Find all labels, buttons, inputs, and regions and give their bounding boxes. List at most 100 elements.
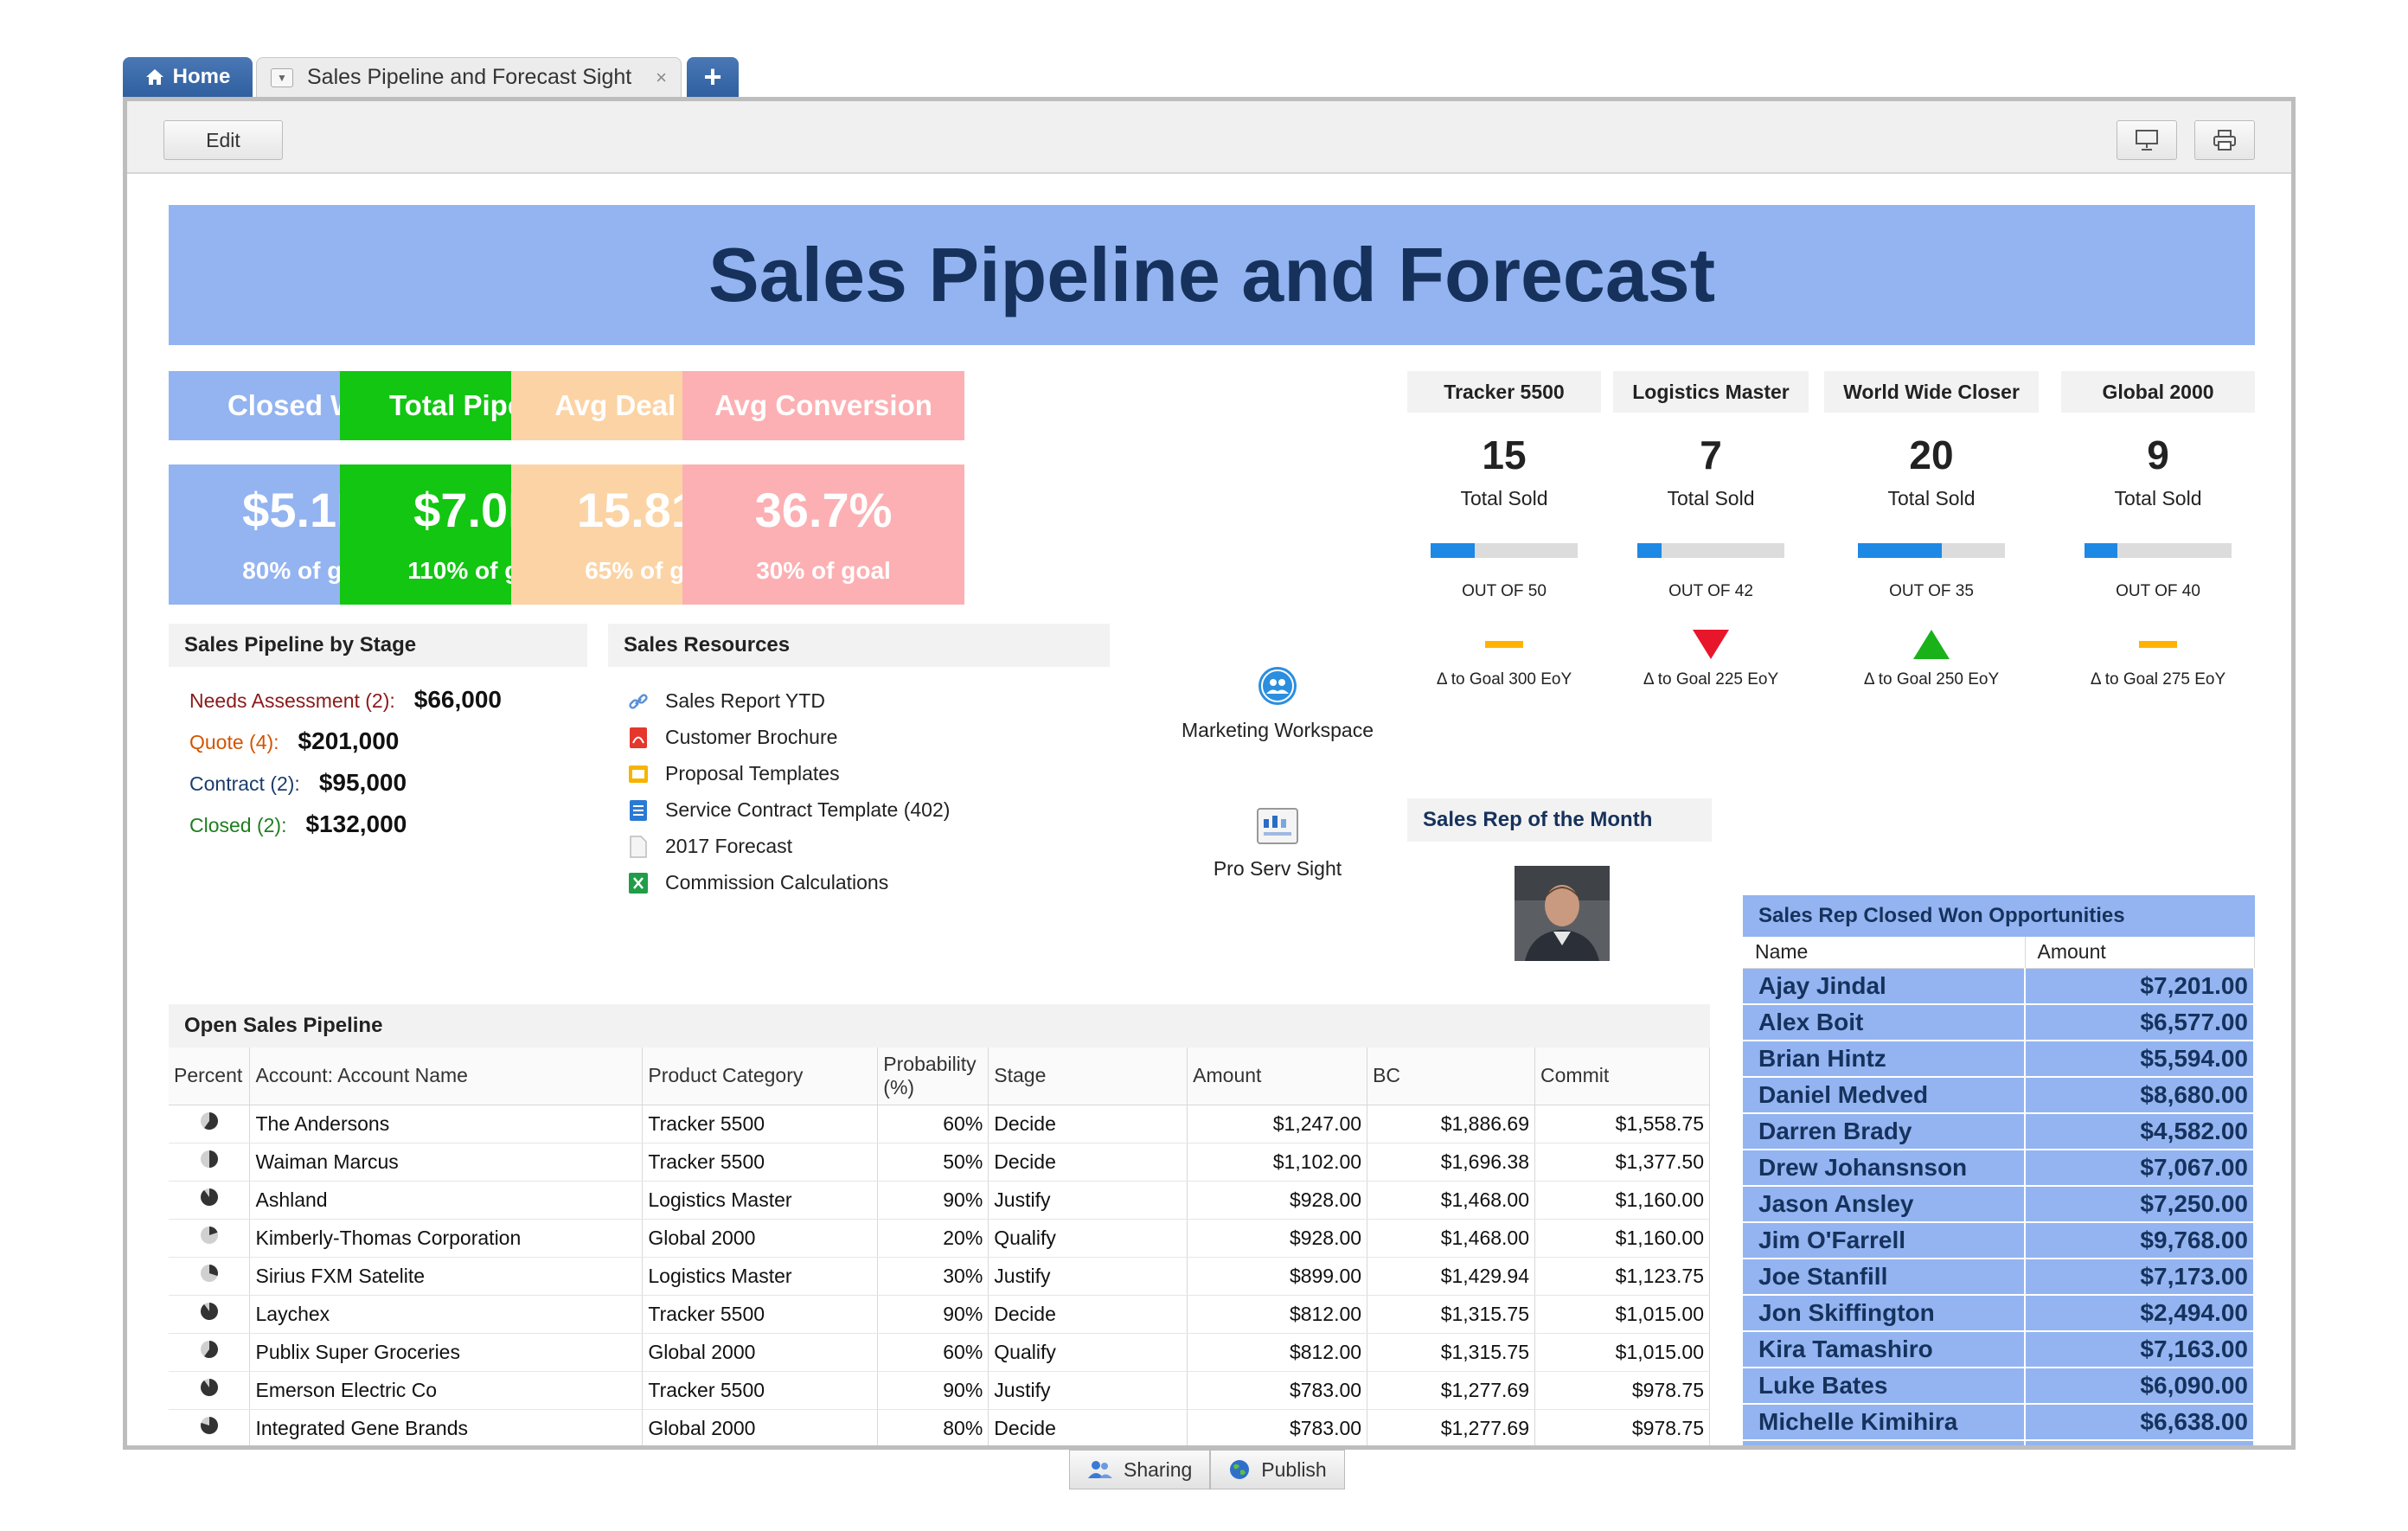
amount: $1,247.00	[1187, 1105, 1368, 1143]
kpi-goal: 30% of goal	[756, 557, 891, 584]
pro-serv-sight-link[interactable]: Pro Serv Sight	[1148, 807, 1407, 881]
stage-row: Needs Assessment (2): $66,000	[189, 686, 502, 714]
probability: 50%	[877, 1143, 989, 1182]
rep-name: Michelle Kimihira	[1743, 1404, 2026, 1441]
rep-amount: $5,594.00	[2025, 1041, 2255, 1078]
probability: 60%	[877, 1105, 989, 1143]
table-row: Ashland Logistics Master 90% Justify $928.00…	[169, 1181, 1710, 1220]
table-row: Kira Tamashiro $7,163.00	[1743, 1331, 2255, 1368]
column-header[interactable]: Percent	[169, 1047, 251, 1105]
rep-name: Luke Bates	[1743, 1368, 2026, 1405]
rep-amount: $7,250.00	[2025, 1186, 2255, 1223]
percent-cell	[169, 1333, 251, 1372]
bc: $1,468.00	[1367, 1219, 1536, 1258]
kpi-value: 36.7%	[754, 483, 893, 537]
table-row: Jason Ansley $7,250.00	[1743, 1186, 2255, 1223]
stage: Justify	[988, 1181, 1188, 1220]
flat-indicator-icon	[1485, 641, 1523, 648]
stage-amount: $132,000	[305, 810, 407, 837]
tracker-card: World Wide Closer 20 Total Sold OUT OF 35 Δ …	[1824, 371, 2039, 689]
rep-amount: $8,680.00	[2025, 1077, 2255, 1114]
column-header[interactable]: Amount	[1187, 1047, 1368, 1105]
marketing-workspace-link[interactable]: Marketing Workspace	[1148, 665, 1407, 742]
percent-pie-icon	[200, 1150, 218, 1168]
tracker-progress-fill	[1858, 543, 1943, 558]
column-header[interactable]: BC	[1367, 1047, 1536, 1105]
resource-label: 2017 Forecast	[665, 835, 793, 857]
product-category: Tracker 5500	[642, 1295, 879, 1334]
tracker-total-sold-label: Total Sold	[1667, 487, 1755, 509]
tracker-total-sold: 20	[1909, 432, 1954, 477]
commit: $978.75	[1534, 1371, 1710, 1410]
tab-document-label: Sales Pipeline and Forecast Sight	[307, 65, 632, 89]
rep-amount: $7,201.00	[2025, 968, 2255, 1005]
resource-link[interactable]: 2017 Forecast	[627, 835, 792, 858]
table-row: The Andersons Tracker 5500 60% Decide $1,247…	[169, 1105, 1710, 1143]
rep-name: Darren Brady	[1743, 1113, 2026, 1150]
percent-pie-icon	[200, 1379, 218, 1396]
resource-link[interactable]: Service Contract Template (402)	[627, 798, 950, 822]
column-header[interactable]: Commit	[1534, 1047, 1710, 1105]
rep-amount: $6,577.00	[2025, 1004, 2255, 1041]
probability: 90%	[877, 1295, 989, 1334]
probability: 20%	[877, 1219, 989, 1258]
rep-name: Daniel Medved	[1743, 1077, 2026, 1114]
percent-cell	[169, 1295, 251, 1334]
table-row: Alex Boit $6,577.00	[1743, 1004, 2255, 1041]
column-header[interactable]: Name	[1743, 937, 2026, 969]
doc-icon	[627, 799, 650, 822]
stage-row: Quote (4): $201,000	[189, 727, 399, 755]
column-header[interactable]: Stage	[988, 1047, 1188, 1105]
column-header[interactable]: Product Category	[642, 1047, 879, 1105]
table-row: Jim O'Farrell $9,768.00	[1743, 1222, 2255, 1259]
probability: 80%	[877, 1409, 989, 1445]
column-header[interactable]: Account: Account Name	[249, 1047, 644, 1105]
sharing-button[interactable]: Sharing	[1069, 1450, 1211, 1489]
rep-name: Rakesh Mahajan	[1743, 1440, 2026, 1445]
sales-resources-header: Sales Resources	[608, 624, 1110, 667]
present-button[interactable]	[2117, 120, 2177, 160]
account-name: Waiman Marcus	[249, 1143, 644, 1182]
rep-amount: $7,173.00	[2025, 1259, 2255, 1296]
stage: Decide	[988, 1143, 1188, 1182]
table-row: Waiman Marcus Tracker 5500 50% Decide $1,102…	[169, 1143, 1710, 1182]
rep-name: Alex Boit	[1743, 1004, 2026, 1041]
print-button[interactable]	[2194, 120, 2255, 160]
stage-label: Needs Assessment (2):	[189, 689, 395, 712]
open-pipeline-header: Open Sales Pipeline	[169, 1004, 1710, 1047]
resource-link[interactable]: Commission Calculations	[627, 871, 888, 894]
stage: Decide	[988, 1105, 1188, 1143]
home-icon	[145, 68, 164, 86]
close-icon[interactable]: ×	[656, 66, 667, 88]
title-banner: Sales Pipeline and Forecast	[169, 205, 2255, 345]
tracker-progress-fill	[1431, 543, 1475, 558]
resource-link[interactable]: Proposal Templates	[627, 762, 840, 785]
column-header[interactable]: Amount	[2025, 937, 2255, 969]
resource-link[interactable]: Sales Report YTD	[627, 689, 825, 713]
tracker-total-sold: 9	[2147, 432, 2169, 477]
closed-won-table: Name Amount Ajay Jindal $7,201.00 Alex Boit…	[1743, 937, 2255, 1445]
bc: $1,315.75	[1367, 1295, 1536, 1334]
tracker-goal: Δ to Goal 275 EoY	[2090, 670, 2226, 689]
resource-link[interactable]: Customer Brochure	[627, 726, 837, 749]
edit-button[interactable]: Edit	[163, 120, 283, 160]
account-name: Emerson Electric Co	[249, 1371, 644, 1410]
percent-cell	[169, 1181, 251, 1220]
amount: $928.00	[1187, 1181, 1368, 1220]
product-category: Global 2000	[642, 1409, 879, 1445]
percent-pie-icon	[200, 1112, 218, 1130]
dropdown-icon[interactable]: ▼	[271, 67, 293, 87]
rep-name: Kira Tamashiro	[1743, 1331, 2026, 1368]
tab-document[interactable]: ▼ Sales Pipeline and Forecast Sight ×	[256, 57, 682, 97]
stage-amount: $66,000	[413, 686, 502, 713]
commit: $1,160.00	[1534, 1181, 1710, 1220]
pdf-icon	[627, 727, 650, 749]
stage-amount: $95,000	[318, 769, 407, 796]
column-header[interactable]: Probability (%)	[877, 1047, 989, 1105]
add-tab-button[interactable]: +	[687, 57, 739, 97]
footer-buttons: Sharing Publish	[1069, 1450, 1345, 1489]
amount: $928.00	[1187, 1219, 1368, 1258]
publish-button[interactable]: Publish	[1210, 1450, 1345, 1489]
kpi-header: Avg Conversion	[682, 371, 964, 440]
tab-home[interactable]: Home	[123, 57, 253, 97]
